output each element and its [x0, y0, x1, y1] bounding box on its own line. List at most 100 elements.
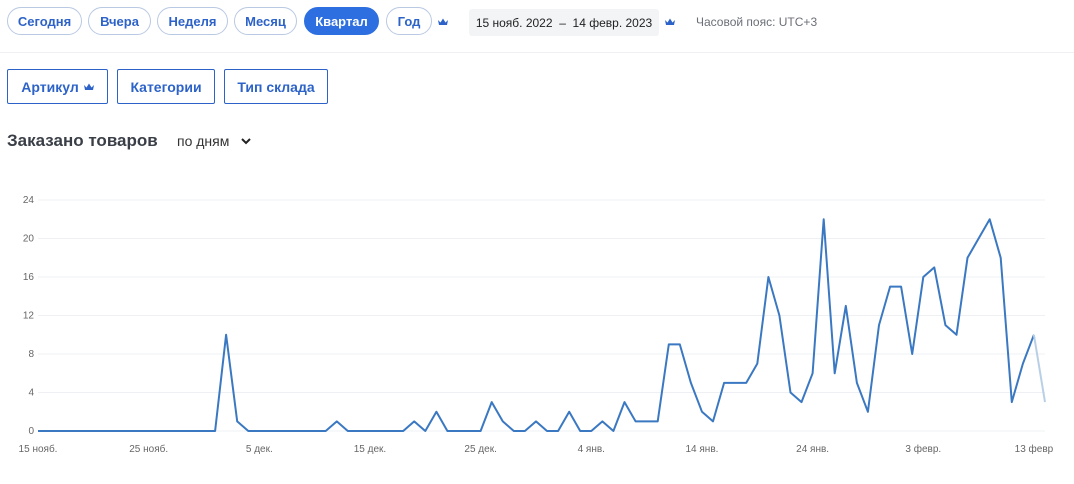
article-filter-button[interactable]: Артикул	[7, 69, 108, 104]
data-point	[224, 333, 228, 337]
data-point	[401, 429, 405, 433]
data-point	[733, 381, 737, 385]
data-point	[1010, 400, 1014, 404]
data-point	[589, 429, 593, 433]
data-point	[811, 371, 815, 375]
toolbar-divider	[0, 52, 1074, 53]
timezone-label: Часовой пояс: UTC+3	[696, 15, 818, 29]
data-point	[678, 342, 682, 346]
x-tick-label: 5 дек.	[246, 444, 273, 455]
data-point	[866, 410, 870, 414]
data-point	[977, 237, 981, 241]
data-point	[113, 429, 117, 433]
x-tick-label: 24 янв.	[796, 444, 829, 455]
categories-filter-button[interactable]: Категории	[117, 69, 215, 104]
data-point	[800, 400, 804, 404]
x-tick-label: 14 янв.	[685, 444, 718, 455]
series-line	[38, 218, 1035, 432]
data-point	[667, 342, 671, 346]
data-point	[257, 429, 261, 433]
y-tick-label: 20	[23, 234, 35, 245]
data-point	[755, 362, 759, 366]
data-point	[47, 429, 51, 433]
data-point	[468, 429, 472, 433]
period-month-button[interactable]: Месяц	[234, 7, 297, 35]
data-point	[423, 429, 427, 433]
granularity-dropdown[interactable]: по дням	[177, 133, 252, 149]
data-point	[822, 217, 826, 221]
data-point	[611, 429, 615, 433]
data-point	[147, 429, 151, 433]
data-point	[545, 429, 549, 433]
data-point	[899, 285, 903, 289]
data-point	[368, 429, 372, 433]
data-point	[556, 429, 560, 433]
data-point	[1021, 362, 1025, 366]
period-week-button[interactable]: Неделя	[157, 7, 228, 35]
data-point	[490, 400, 494, 404]
data-point	[158, 429, 162, 433]
period-yesterday-button[interactable]: Вчера	[88, 7, 151, 35]
data-point	[191, 429, 195, 433]
x-tick-label: 25 нояб.	[129, 443, 168, 455]
data-point	[36, 429, 40, 433]
data-point	[213, 429, 217, 433]
data-point	[999, 256, 1003, 260]
y-tick-label: 4	[28, 388, 34, 399]
data-point	[412, 419, 416, 423]
data-point	[379, 429, 383, 433]
warehouse-type-filter-button[interactable]: Тип склада	[224, 69, 328, 104]
granularity-label: по дням	[177, 133, 230, 149]
data-point	[445, 429, 449, 433]
x-tick-label: 13 февр	[1015, 443, 1054, 455]
period-today-button[interactable]: Сегодня	[7, 7, 82, 35]
data-point	[534, 419, 538, 423]
period-year-button[interactable]: Год	[386, 7, 432, 35]
data-point	[744, 381, 748, 385]
data-point	[180, 429, 184, 433]
data-point	[291, 429, 295, 433]
data-point	[932, 265, 936, 269]
data-point	[69, 429, 73, 433]
data-point	[335, 419, 339, 423]
chevron-down-icon	[241, 137, 252, 144]
data-point	[1032, 333, 1036, 337]
data-point	[844, 304, 848, 308]
data-point	[855, 381, 859, 385]
data-point	[877, 323, 881, 327]
data-point	[501, 419, 505, 423]
crown-icon	[83, 83, 94, 90]
data-point	[766, 275, 770, 279]
data-point	[512, 429, 516, 433]
x-tick-label: 25 дек.	[464, 444, 496, 455]
data-point	[711, 419, 715, 423]
y-tick-label: 24	[23, 195, 35, 206]
data-point	[943, 323, 947, 327]
data-point	[722, 381, 726, 385]
data-point	[235, 419, 239, 423]
data-point	[390, 429, 394, 433]
crown-icon[interactable]	[438, 18, 448, 26]
data-point	[357, 429, 361, 433]
data-point	[622, 400, 626, 404]
y-tick-label: 0	[28, 426, 34, 437]
data-point	[700, 410, 704, 414]
data-point	[954, 333, 958, 337]
data-point	[457, 429, 461, 433]
x-tick-label: 3 февр.	[905, 443, 941, 455]
crown-icon[interactable]	[665, 18, 675, 26]
y-tick-label: 8	[28, 349, 34, 360]
date-range-picker[interactable]: 15 нояб. 2022 – 14 февр. 2023	[469, 9, 659, 36]
period-quarter-button[interactable]: Квартал	[304, 7, 379, 35]
data-point	[656, 419, 660, 423]
data-point	[246, 429, 250, 433]
data-point	[645, 419, 649, 423]
data-point	[833, 371, 837, 375]
data-point	[202, 429, 206, 433]
article-filter-label: Артикул	[21, 78, 79, 95]
orders-line-chart: 0 4 8 12 16 20 24 15 нояб. 25 нояб. 5 дек. 15 дек.…	[19, 195, 1054, 455]
y-tick-label: 12	[23, 311, 35, 322]
data-point	[279, 429, 283, 433]
y-tick-label: 16	[23, 272, 35, 283]
data-point	[966, 256, 970, 260]
